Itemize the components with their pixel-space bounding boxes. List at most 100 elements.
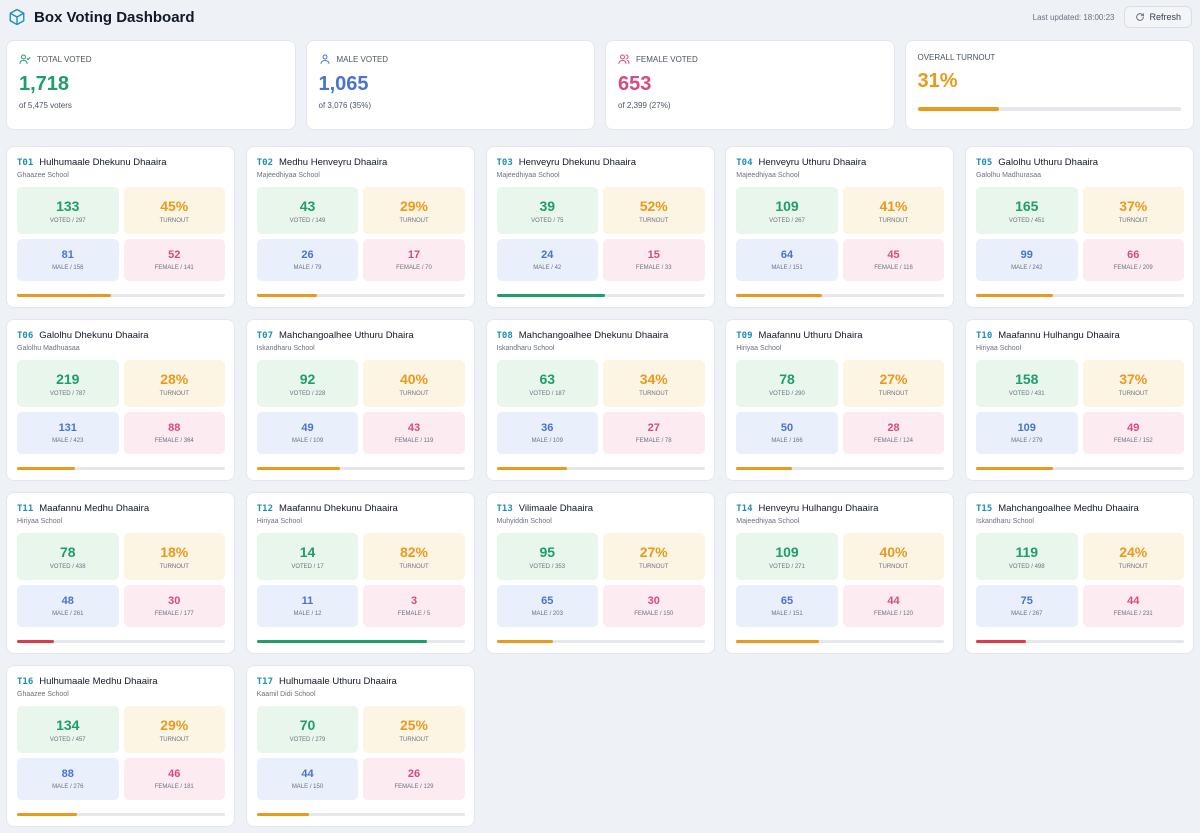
voted-label: VOTED / 228	[289, 390, 326, 397]
box-code: T12	[256, 504, 274, 514]
box-card[interactable]: T16 Hulhumaale Medhu Dhaaira Ghaazee Schoo…	[6, 665, 235, 827]
box-code: T09	[736, 331, 753, 341]
box-card[interactable]: T17 Hulhumaale Uthuru Dhaaira Kaamil Didi …	[245, 665, 475, 827]
total-voted-card: TOTAL VOTED 1,718 of 5,475 voters	[6, 40, 296, 130]
box-card[interactable]: T15 Mahchangoalhee Medhu Dhaaira Iskandhar…	[965, 492, 1194, 654]
box-code: T16	[17, 677, 34, 687]
box-title: T03 Henveyru Dhekunu Dhaaira	[497, 157, 705, 168]
box-card[interactable]: T06 Galolhu Dhekunu Dhaaira Galolhu Madhua…	[6, 319, 235, 481]
turnout-progress-bar	[256, 640, 465, 643]
male-tile: 24 MALE / 42	[496, 239, 598, 281]
box-grid: T01 Hulhumaale Dhekunu Dhaaira Ghaazee Sch…	[6, 146, 1194, 827]
voted-label: VOTED / 431	[1008, 390, 1045, 397]
box-card[interactable]: T13 Vilimaale Dhaaira Muhyiddin School 95 VO…	[485, 492, 715, 654]
turnout-progress-fill	[976, 467, 1053, 470]
male-tile: 11 MALE / 12	[256, 585, 359, 627]
voted-tile: 92 VOTED / 228	[256, 360, 359, 407]
female-value: 66	[1127, 249, 1140, 261]
box-card[interactable]: T02 Medhu Henveyru Dhaaira Majeedhiyaa Sch…	[245, 146, 475, 308]
female-tile: 45 FEMALE / 116	[842, 239, 945, 281]
box-card[interactable]: T10 Maafannu Hulhangu Dhaaira Hiriyaa Scho…	[965, 319, 1194, 481]
male-voted-card: MALE VOTED 1,065 of 3,076 (35%)	[305, 40, 595, 130]
box-school: Muhyiddin School	[496, 518, 552, 525]
female-label: FEMALE / 5	[397, 611, 431, 617]
box-name: Hulhumaale Uthuru Dhaaira	[279, 676, 397, 687]
voted-label: VOTED / 149	[289, 217, 326, 224]
box-card[interactable]: T12 Maafannu Dhekunu Dhaaira Hiriyaa Schoo…	[245, 492, 475, 654]
refresh-button[interactable]: Refresh	[1124, 6, 1192, 28]
male-tile: 48 MALE / 261	[17, 585, 119, 627]
box-card[interactable]: T01 Hulhumaale Dhekunu Dhaaira Ghaazee Sch…	[6, 146, 235, 308]
turnout-progress-fill	[17, 294, 111, 297]
turnout-progress-bar	[736, 294, 945, 297]
overall-turnout-value: 31%	[917, 70, 958, 92]
male-label: MALE / 109	[291, 438, 324, 444]
voted-value: 92	[299, 370, 316, 387]
box-code: T05	[976, 158, 993, 168]
male-tile: 36 MALE / 109	[496, 412, 598, 454]
voted-label: VOTED / 438	[49, 563, 86, 570]
box-card[interactable]: T03 Henveyru Dhekunu Dhaaira Majeedhiyaa S…	[485, 146, 715, 308]
female-value: 44	[1127, 595, 1140, 607]
female-tile: 15 FEMALE / 33	[603, 239, 705, 281]
voted-value: 134	[56, 716, 80, 733]
box-code: T02	[256, 158, 274, 168]
box-card[interactable]: T09 Maafannu Uthuru Dhaira Hiriyaa School 7…	[725, 319, 955, 481]
box-card[interactable]: T07 Mahchangoalhee Uthuru Dhaira Iskandhar…	[245, 319, 475, 481]
app-header: Box Voting Dashboard Last updated: 18:00…	[0, 0, 1200, 34]
box-code: T08	[496, 331, 513, 341]
turnout-value: 28%	[160, 370, 189, 387]
turnout-value: 40%	[879, 543, 908, 560]
turnout-tile: 27% TURNOUT	[603, 533, 705, 580]
male-label: MALE / 151	[771, 265, 803, 271]
turnout-tile: 37% TURNOUT	[1082, 187, 1184, 234]
user-icon	[320, 54, 329, 64]
turnout-label: TURNOUT	[1118, 390, 1148, 397]
box-card[interactable]: T11 Maafannu Medhu Dhaaira Hiriyaa School 7…	[6, 492, 235, 654]
female-label: FEMALE / 119	[394, 438, 434, 444]
voted-tile: 70 VOTED / 279	[256, 706, 359, 753]
box-name: Vilimaale Dhaaira	[518, 503, 594, 514]
female-tile: 44 FEMALE / 120	[842, 585, 945, 627]
voted-value: 109	[775, 197, 799, 214]
box-card[interactable]: T04 Henveyru Uthuru Dhaaira Majeedhiyaa Sc…	[725, 146, 955, 308]
box-code: T14	[736, 504, 753, 514]
turnout-value: 18%	[160, 543, 189, 560]
voted-value: 165	[1015, 197, 1039, 214]
box-stats: 219 VOTED / 787 28% TURNOUT 131 MALE / 423 88 F…	[17, 360, 225, 454]
male-value: 88	[61, 768, 74, 780]
female-label: FEMALE / 33	[635, 265, 672, 271]
turnout-label: TURNOUT	[399, 217, 429, 224]
turnout-progress-fill	[256, 813, 309, 816]
voted-label: VOTED / 187	[529, 390, 566, 397]
turnout-value: 41%	[879, 197, 908, 214]
overall-turnout-label: OVERALL TURNOUT	[917, 53, 996, 62]
female-value: 52	[168, 249, 181, 261]
box-card[interactable]: T08 Mahchangoalhee Dhekunu Dhaaira Iskandh…	[485, 319, 715, 481]
box-card[interactable]: T05 Galolhu Uthuru Dhaaira Galolhu Madhura…	[965, 146, 1194, 308]
male-tile: 81 MALE / 156	[17, 239, 119, 281]
box-stats: 158 VOTED / 431 37% TURNOUT 109 MALE / 279 49 F…	[976, 360, 1184, 454]
box-title: T17 Hulhumaale Uthuru Dhaaira	[257, 676, 465, 687]
female-label: FEMALE / 231	[1113, 611, 1153, 617]
turnout-progress-bar	[976, 640, 1184, 643]
box-title: T07 Mahchangoalhee Uthuru Dhaira	[257, 330, 465, 341]
female-value: 17	[407, 249, 421, 261]
female-label: FEMALE / 177	[154, 611, 194, 617]
turnout-progress-bar	[17, 467, 225, 470]
female-label: FEMALE / 124	[873, 438, 914, 444]
male-value: 99	[1020, 249, 1033, 261]
turnout-label: TURNOUT	[159, 736, 189, 743]
box-stats: 78 VOTED / 290 27% TURNOUT 50 MALE / 166 28 FEM…	[736, 360, 945, 454]
turnout-tile: 27% TURNOUT	[842, 360, 945, 407]
turnout-label: TURNOUT	[1118, 563, 1148, 570]
female-tile: 43 FEMALE / 119	[363, 412, 465, 454]
box-name: Henveyru Uthuru Dhaaira	[758, 157, 867, 168]
male-label: MALE / 242	[1011, 265, 1043, 271]
box-card[interactable]: T14 Henveyru Hulhangu Dhaaira Majeedhiyaa …	[725, 492, 955, 654]
box-name: Henveyru Dhekunu Dhaaira	[518, 157, 636, 168]
box-title: T08 Mahchangoalhee Dhekunu Dhaaira	[497, 330, 705, 341]
male-tile: 88 MALE / 276	[17, 758, 119, 800]
box-school: Hiriyaa School	[736, 345, 782, 352]
turnout-tile: 82% TURNOUT	[363, 533, 465, 580]
